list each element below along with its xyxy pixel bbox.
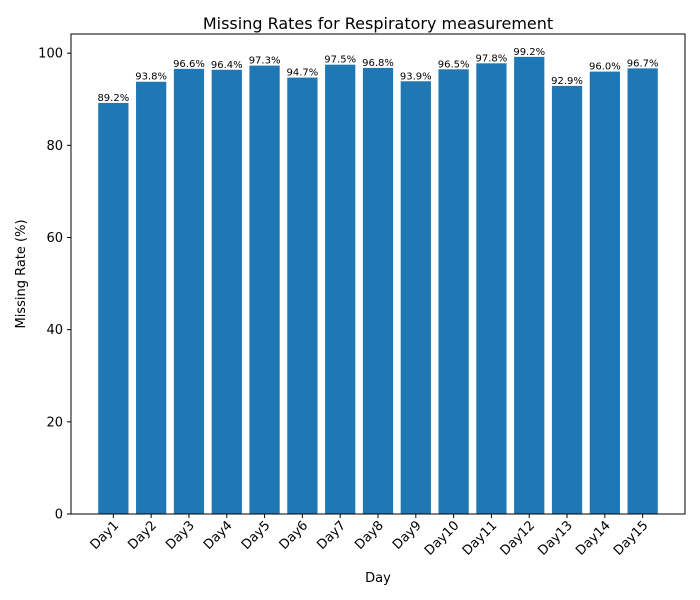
x-tick-label: Day12 bbox=[498, 518, 538, 558]
x-tick-label: Day10 bbox=[422, 518, 462, 558]
x-tick-label: Day5 bbox=[239, 518, 274, 553]
y-tick-label: 40 bbox=[46, 323, 63, 338]
y-axis-label: Missing Rate (%) bbox=[14, 219, 29, 328]
y-axis: 0 20 40 60 80 100 bbox=[38, 47, 71, 523]
x-axis-label: Day bbox=[365, 571, 391, 586]
data-label: 96.6% bbox=[173, 59, 205, 70]
bar bbox=[287, 77, 318, 514]
data-label: 92.9% bbox=[551, 76, 583, 87]
data-label: 93.9% bbox=[400, 71, 432, 82]
x-tick-label: Day1 bbox=[88, 518, 123, 553]
data-label: 97.8% bbox=[476, 53, 508, 64]
bar bbox=[514, 56, 545, 515]
x-tick-label: Day9 bbox=[390, 518, 425, 553]
bar bbox=[627, 68, 658, 514]
x-axis: Day1 Day2 Day3 Day4 Day5 Day6 Day7 Day8 Day9Day1… bbox=[88, 514, 651, 559]
bar bbox=[438, 69, 469, 515]
x-tick-label: Day3 bbox=[163, 518, 198, 553]
bar bbox=[98, 102, 129, 514]
data-label: 89.2% bbox=[97, 93, 129, 104]
x-tick-label: Day13 bbox=[535, 518, 575, 558]
data-label: 96.0% bbox=[589, 62, 621, 73]
data-label: 97.5% bbox=[324, 55, 356, 66]
x-tick-label: Day4 bbox=[201, 518, 236, 553]
data-label: 99.2% bbox=[513, 47, 545, 58]
y-tick-label: 0 bbox=[55, 508, 63, 523]
data-label: 93.8% bbox=[135, 72, 167, 83]
x-tick-label: Day7 bbox=[314, 518, 349, 553]
data-label: 97.3% bbox=[249, 56, 281, 67]
data-label: 94.7% bbox=[286, 68, 318, 79]
y-tick-label: 100 bbox=[38, 47, 63, 62]
data-label: 96.5% bbox=[438, 59, 470, 70]
data-label: 96.7% bbox=[627, 58, 659, 69]
x-tick-label: Day11 bbox=[460, 518, 500, 558]
y-tick-label: 80 bbox=[46, 139, 63, 154]
x-tick-label: Day2 bbox=[125, 518, 160, 553]
x-tick-label: Day14 bbox=[573, 518, 613, 558]
bar bbox=[211, 69, 242, 514]
data-label: 96.8% bbox=[362, 58, 394, 69]
y-tick-label: 60 bbox=[46, 231, 63, 246]
bar bbox=[589, 71, 620, 514]
bar bbox=[173, 68, 205, 514]
bar bbox=[476, 63, 507, 515]
bar bbox=[551, 85, 583, 514]
bars-group bbox=[98, 56, 658, 515]
bar bbox=[136, 81, 167, 515]
x-tick-label: Day15 bbox=[611, 518, 651, 558]
y-tick-label: 20 bbox=[46, 415, 63, 430]
bar bbox=[362, 67, 394, 515]
bar bbox=[325, 64, 356, 514]
x-tick-label: Day8 bbox=[352, 518, 387, 553]
bar bbox=[400, 81, 431, 514]
data-label: 96.4% bbox=[211, 60, 243, 71]
plot-frame bbox=[70, 33, 686, 515]
bar bbox=[249, 65, 280, 515]
data-labels-group: 89.2% 93.8% 96.6% 96.4% 97.3% 94.7% 97.5% 96.8%… bbox=[97, 47, 658, 104]
chart-title: Missing Rates for Respiratory measuremen… bbox=[203, 14, 553, 33]
x-tick-label: Day6 bbox=[277, 518, 312, 553]
